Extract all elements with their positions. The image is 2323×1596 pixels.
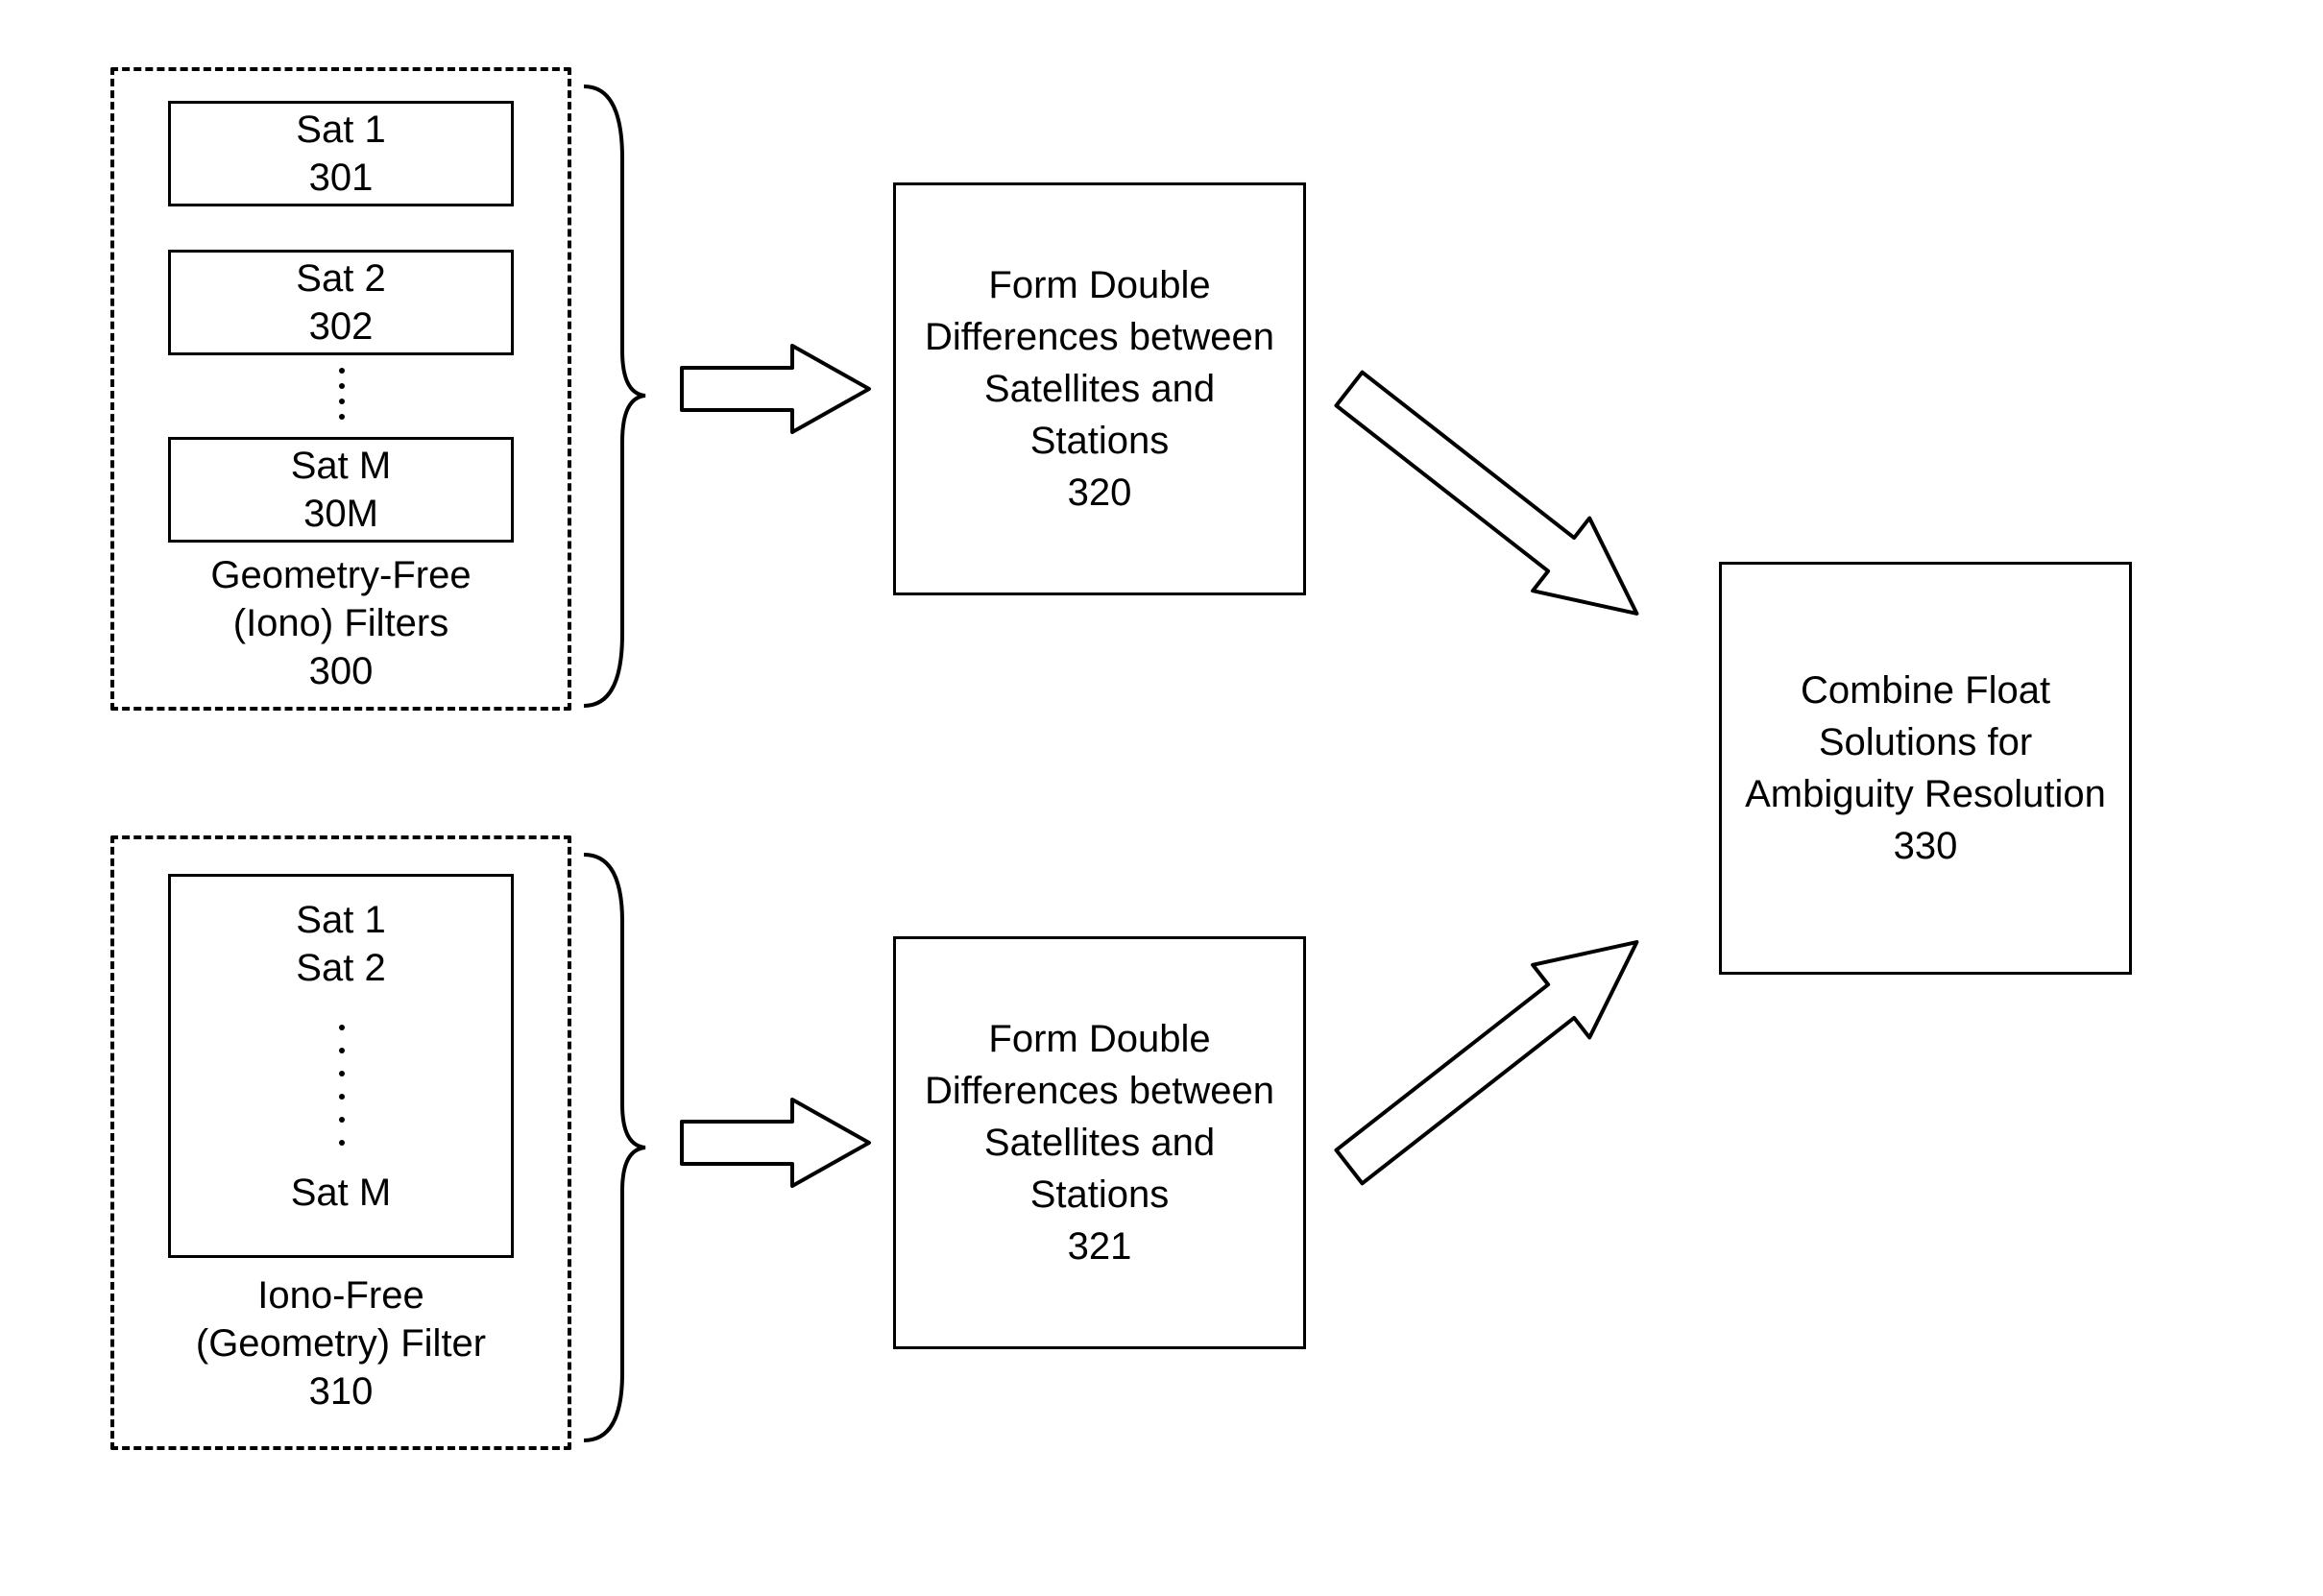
box-line: 330 xyxy=(1894,820,1958,872)
sat-id: 30M xyxy=(303,490,378,538)
sat-box: Sat M 30M xyxy=(168,437,514,543)
box-line: Combine Float xyxy=(1801,665,2050,716)
box-line: Satellites and xyxy=(984,1117,1215,1169)
block-arrow-icon xyxy=(677,1095,874,1191)
box-line: Differences between xyxy=(925,1065,1274,1117)
sat-label: Sat 1 xyxy=(296,106,385,154)
sat-label: Sat 2 xyxy=(296,254,385,302)
sat-box: Sat 1 301 xyxy=(168,101,514,206)
caption-line: (Geometry) Filter xyxy=(114,1319,568,1367)
group-caption: Geometry-Free (Iono) Filters 300 xyxy=(114,551,568,695)
block-arrow-icon xyxy=(1340,835,1705,1200)
sat-label: Sat 1 xyxy=(296,896,385,944)
brace-icon xyxy=(576,82,653,711)
box-line: Stations xyxy=(1030,1169,1170,1221)
combine-float-box: Combine Float Solutions for Ambiguity Re… xyxy=(1719,562,2132,975)
block-arrow-icon xyxy=(677,341,874,437)
vertical-dots-icon xyxy=(337,1018,347,1162)
vertical-dots-icon xyxy=(337,363,347,432)
sat-id: 301 xyxy=(309,154,374,202)
box-line: Ambiguity Resolution xyxy=(1745,768,2106,820)
box-line: Solutions for xyxy=(1819,716,2032,768)
sat-label: Sat 2 xyxy=(296,944,385,992)
caption-line: 310 xyxy=(114,1367,568,1415)
box-line: Form Double xyxy=(988,1013,1210,1065)
brace-icon xyxy=(576,850,653,1450)
sat-label: Sat M xyxy=(291,1169,391,1217)
double-diff-bottom-box: Form Double Differences between Satellit… xyxy=(893,936,1306,1349)
box-line: 320 xyxy=(1068,467,1132,519)
box-line: Satellites and xyxy=(984,363,1215,415)
box-line: Differences between xyxy=(925,311,1274,363)
box-line: Form Double xyxy=(988,259,1210,311)
sat-label: Sat M xyxy=(291,442,391,490)
block-arrow-icon xyxy=(1340,355,1705,720)
sat-box: Sat 2 302 xyxy=(168,250,514,355)
group-caption: Iono-Free (Geometry) Filter 310 xyxy=(114,1271,568,1415)
caption-line: Geometry-Free xyxy=(114,551,568,599)
sat-id: 302 xyxy=(309,302,374,351)
double-diff-top-box: Form Double Differences between Satellit… xyxy=(893,182,1306,595)
caption-line: (Iono) Filters xyxy=(114,599,568,647)
box-line: 321 xyxy=(1068,1221,1132,1272)
caption-line: Iono-Free xyxy=(114,1271,568,1319)
box-line: Stations xyxy=(1030,415,1170,467)
caption-line: 300 xyxy=(114,647,568,695)
